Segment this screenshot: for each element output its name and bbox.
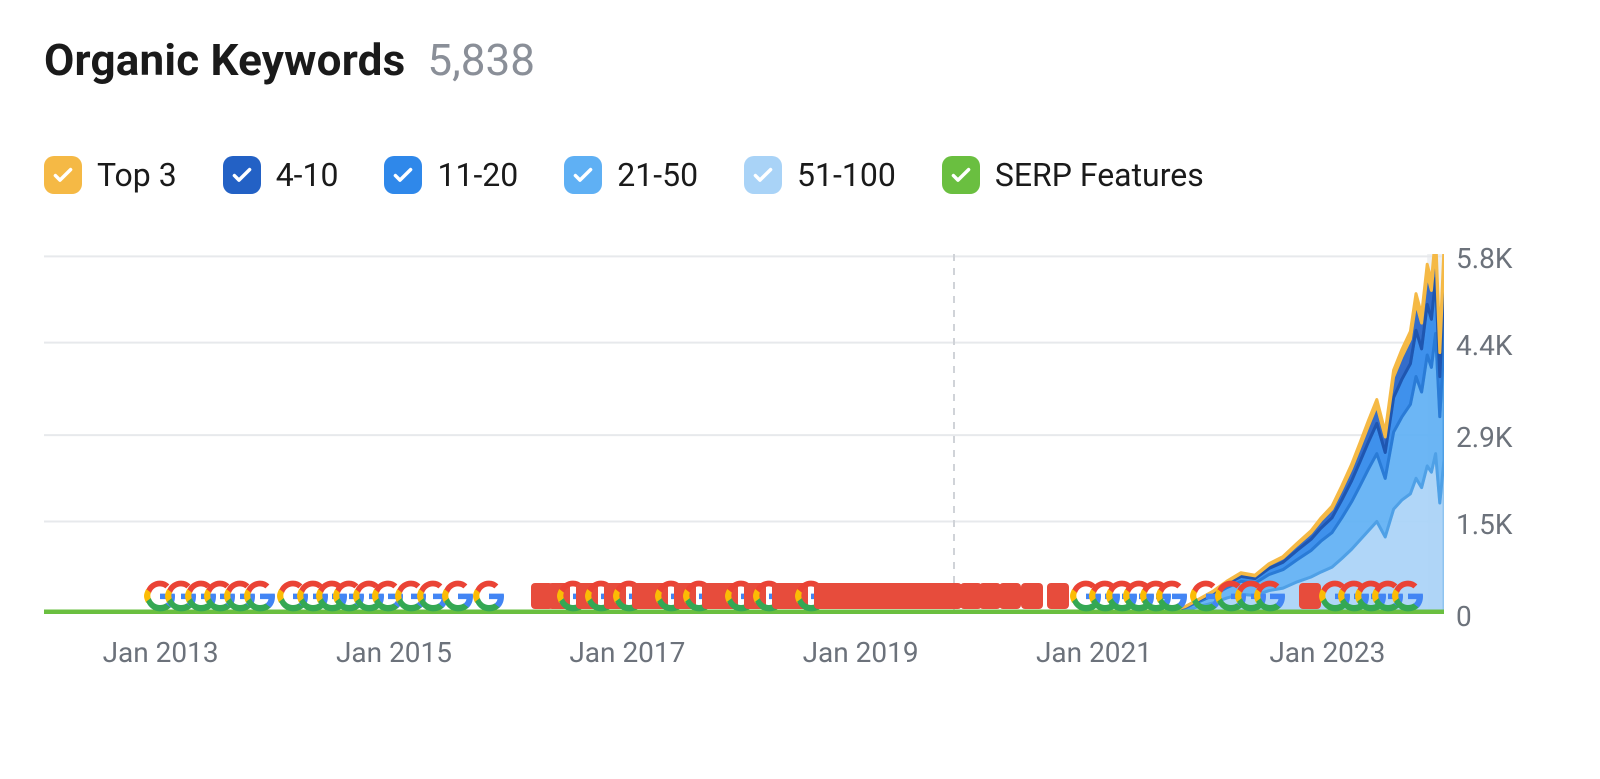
legend-label: 51-100 [797,156,896,194]
x-tick-label: Jan 2017 [569,636,685,669]
organic-keywords-panel: Organic Keywords 5,838 Top 3 4-10 11-20 21-… [0,0,1600,779]
legend-item-r4_10[interactable]: 4-10 [223,156,339,194]
legend-checkbox-serp[interactable] [942,156,980,194]
legend-checkbox-r11_20[interactable] [384,156,422,194]
legend-item-r51_100[interactable]: 51-100 [744,156,896,194]
chart-legend: Top 3 4-10 11-20 21-50 51-100 SERP Features [44,156,1556,194]
x-tick-label: Jan 2013 [103,636,219,669]
legend-item-top3[interactable]: Top 3 [44,156,177,194]
chart-plot[interactable] [44,254,1444,614]
y-tick-label: 5.8K [1456,242,1512,275]
legend-label: 4-10 [276,156,339,194]
x-axis-labels: Jan 2013 Jan 2015 Jan 2017 Jan 2019 Jan 2021… [44,636,1444,676]
legend-checkbox-top3[interactable] [44,156,82,194]
legend-item-r11_20[interactable]: 11-20 [384,156,518,194]
legend-checkbox-r51_100[interactable] [744,156,782,194]
y-tick-label: 0 [1456,600,1472,633]
x-tick-label: Jan 2015 [336,636,452,669]
legend-item-serp[interactable]: SERP Features [942,156,1204,194]
y-axis-labels: 01.5K2.9K4.4K5.8K [1456,240,1556,628]
x-tick-label: Jan 2023 [1269,636,1385,669]
panel-title: Organic Keywords [44,34,405,86]
legend-checkbox-r21_50[interactable] [564,156,602,194]
legend-item-r21_50[interactable]: 21-50 [564,156,698,194]
x-tick-label: Jan 2021 [1036,636,1152,669]
x-tick-label: Jan 2019 [803,636,919,669]
y-tick-label: 4.4K [1456,329,1512,362]
y-tick-label: 1.5K [1456,508,1512,541]
legend-label: SERP Features [995,156,1204,194]
chart-area: 01.5K2.9K4.4K5.8K Jan 2013Jan 2015Jan 20… [44,254,1554,664]
legend-label: 21-50 [617,156,698,194]
legend-checkbox-r4_10[interactable] [223,156,261,194]
y-tick-label: 2.9K [1456,421,1512,454]
legend-label: Top 3 [97,156,177,194]
keyword-count: 5,838 [427,34,535,86]
legend-label: 11-20 [437,156,518,194]
panel-header: Organic Keywords 5,838 [44,34,1556,86]
